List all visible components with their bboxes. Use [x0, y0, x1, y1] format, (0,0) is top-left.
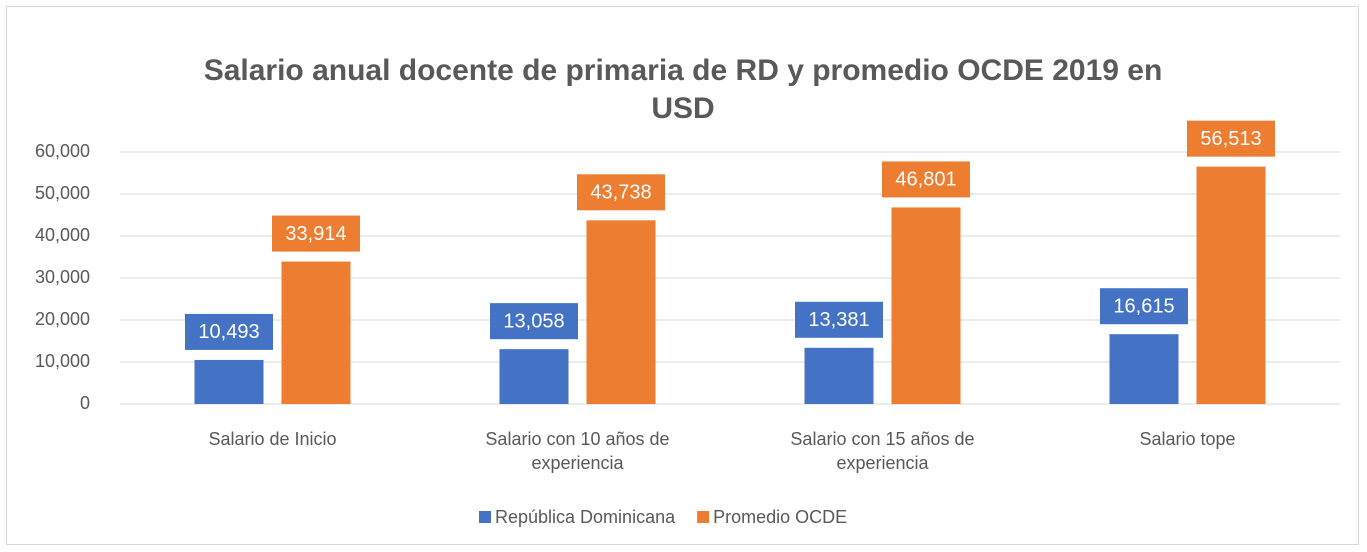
bar — [499, 349, 569, 404]
legend-swatch — [697, 511, 710, 523]
bar — [891, 207, 961, 404]
chart-title: Salario anual docente de primaria de RD … — [203, 54, 1163, 125]
bar — [1109, 334, 1179, 404]
data-label: 10,493 — [198, 321, 259, 343]
y-tick-label: 20,000 — [35, 309, 90, 329]
data-label-box — [185, 313, 273, 350]
data-label: 46,801 — [895, 169, 956, 191]
y-tick-label: 30,000 — [35, 267, 90, 287]
y-tick-label: 10,000 — [35, 351, 90, 371]
data-label-box — [1187, 120, 1275, 157]
data-label-box — [795, 301, 883, 338]
data-label: 33,914 — [285, 223, 346, 245]
legend-label: República Dominicana — [495, 507, 676, 527]
y-tick-label: 0 — [80, 393, 90, 413]
data-label-box — [490, 303, 578, 340]
bar — [1196, 166, 1266, 404]
legend-label: Promedio OCDE — [713, 507, 847, 527]
legend-swatch — [479, 511, 491, 523]
data-label: 56,513 — [1200, 128, 1261, 150]
data-label: 13,381 — [808, 309, 869, 331]
y-tick-label: 50,000 — [35, 183, 90, 203]
bar — [804, 347, 874, 404]
bar — [194, 359, 264, 404]
x-tick-label: Salario tope — [1139, 429, 1235, 449]
bar — [586, 220, 656, 404]
data-label-box — [1100, 288, 1188, 325]
data-label: 43,738 — [590, 182, 651, 204]
bar — [281, 261, 351, 404]
data-label-box — [272, 215, 360, 252]
x-tick-label: Salario con 10 años de experiencia — [485, 429, 669, 473]
data-label-box — [882, 161, 970, 198]
chart-border — [6, 6, 1359, 545]
x-tick-label: Salario con 15 años de experiencia — [790, 429, 974, 473]
data-label-box — [577, 174, 665, 211]
data-label: 13,058 — [503, 310, 564, 332]
data-label: 16,615 — [1113, 295, 1174, 317]
x-tick-label: Salario de Inicio — [208, 429, 336, 449]
y-tick-label: 60,000 — [35, 141, 90, 161]
y-tick-label: 40,000 — [35, 225, 90, 245]
